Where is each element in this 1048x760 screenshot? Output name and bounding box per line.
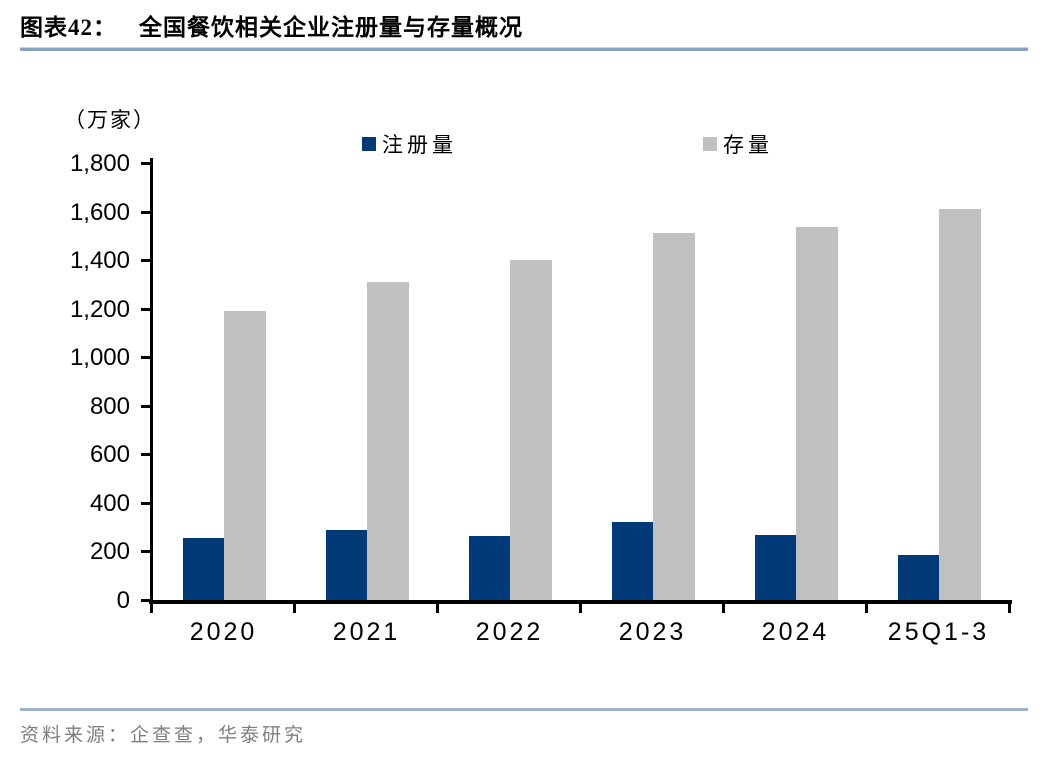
y-tick xyxy=(141,162,151,165)
stock-bar-2023 xyxy=(652,233,695,600)
y-axis-line xyxy=(150,158,153,607)
y-tick-label: 1,800 xyxy=(69,150,130,177)
stock-bar-2020 xyxy=(223,311,266,600)
stock-bar-25Q1-3 xyxy=(938,209,981,600)
legend-item-stock: 存量 xyxy=(703,131,773,157)
stock-bar-2024 xyxy=(795,227,838,600)
y-tick-label: 600 xyxy=(89,441,130,469)
registrations-bar-25Q1-3 xyxy=(897,555,939,600)
registrations-bar-2022 xyxy=(468,535,510,600)
stock-bar-2021 xyxy=(366,281,409,600)
y-tick xyxy=(141,404,151,408)
y-tick-label: 1,200 xyxy=(69,295,130,323)
x-category-label: 2024 xyxy=(761,618,830,646)
x-category-label: 2022 xyxy=(475,618,544,646)
legend-label: 注册量 xyxy=(382,133,457,157)
y-tick xyxy=(141,259,151,263)
x-tick xyxy=(1008,604,1011,613)
legend-swatch-icon xyxy=(703,137,717,151)
y-tick-label: 800 xyxy=(89,392,130,420)
y-tick xyxy=(141,550,151,554)
y-tick xyxy=(141,599,151,602)
x-tick xyxy=(436,604,439,613)
y-axis-unit-label: （万家） xyxy=(64,108,156,132)
y-tick-label: 1,600 xyxy=(69,198,130,226)
registrations-bar-2020 xyxy=(182,538,224,600)
y-tick xyxy=(141,453,151,457)
y-tick-label: 1,000 xyxy=(69,344,130,372)
x-tick xyxy=(150,604,153,613)
x-category-label: 2021 xyxy=(332,618,401,646)
x-tick xyxy=(722,604,725,613)
registrations-bar-2024 xyxy=(754,534,796,600)
y-tick xyxy=(141,210,151,214)
figure-title: 全国餐饮相关企业注册量与存量概况 xyxy=(139,15,523,40)
y-tick-label: 1,400 xyxy=(69,247,130,275)
y-tick-label: 0 xyxy=(116,587,130,614)
source-text: 资料来源：企查查，华泰研究 xyxy=(20,725,307,746)
legend-swatch-icon xyxy=(362,137,376,151)
figure-header: 图表42： 全国餐饮相关企业注册量与存量概况 xyxy=(20,8,1028,42)
y-tick xyxy=(141,356,151,360)
legend-item-registrations: 注册量 xyxy=(362,131,457,157)
legend-label: 存量 xyxy=(723,133,773,157)
x-category-label: 2023 xyxy=(618,618,687,646)
x-tick xyxy=(293,604,296,613)
source-divider xyxy=(20,708,1028,711)
registrations-bar-2023 xyxy=(611,522,653,600)
y-tick xyxy=(141,501,151,505)
x-category-label: 25Q1-3 xyxy=(887,618,990,646)
x-category-label: 2020 xyxy=(189,618,258,646)
x-axis-line xyxy=(149,600,1012,604)
x-tick xyxy=(865,604,868,613)
title-underline xyxy=(20,47,1028,51)
figure-number-label: 图表42： xyxy=(20,15,117,40)
y-tick-label: 400 xyxy=(89,489,130,517)
y-tick xyxy=(141,307,151,311)
y-tick-label: 200 xyxy=(89,538,130,566)
x-tick xyxy=(579,604,582,613)
stock-bar-2022 xyxy=(509,260,552,600)
registrations-bar-2021 xyxy=(325,529,367,600)
